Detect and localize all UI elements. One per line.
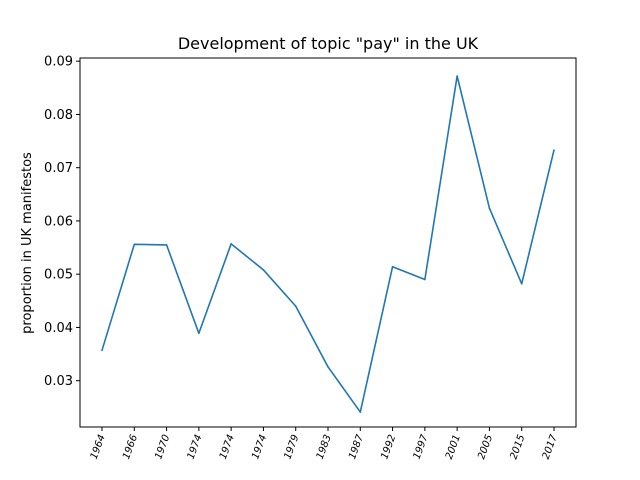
x-tick-label: 2001	[444, 433, 463, 461]
data-point	[424, 278, 426, 281]
x-tick-label: 1979	[282, 433, 301, 461]
x-tick-label: 1974	[186, 433, 205, 461]
data-point	[456, 75, 458, 77]
y-axis-label: proportion in UK manifestos	[20, 152, 35, 334]
data-point	[230, 243, 232, 245]
x-tick-label: 2015	[508, 433, 527, 461]
x-tick-label: 2017	[541, 433, 560, 461]
data-point	[553, 149, 555, 151]
y-axis: 0.03 0.04 0.05 0.06 0.07 0.08 0.09	[44, 55, 80, 389]
y-tick-label: 0.03	[44, 374, 73, 389]
data-points	[101, 75, 555, 413]
x-tick-label: 1966	[121, 433, 140, 461]
y-tick-label: 0.04	[44, 321, 73, 336]
x-tick-label: 1974	[218, 433, 237, 461]
data-point	[165, 244, 168, 246]
plot-frame	[79, 57, 577, 428]
y-tick-label: 0.08	[44, 108, 73, 123]
data-point	[262, 269, 265, 271]
data-point	[359, 411, 362, 413]
data-point	[133, 243, 136, 246]
chart-title: Development of topic "pay" in the UK	[178, 34, 479, 53]
x-tick-label: 1987	[347, 433, 366, 461]
data-point	[327, 366, 329, 368]
series-line	[101, 75, 555, 413]
x-tick-label: 1997	[412, 433, 431, 461]
data-point	[391, 265, 394, 268]
data-point	[101, 349, 103, 352]
x-tick-label: 2005	[476, 433, 495, 461]
x-tick-label: 1983	[315, 433, 334, 461]
y-tick-label: 0.07	[44, 161, 73, 176]
x-axis: 1964 1966 1970 1974 1974 1974 1979 1983 1987 1992…	[89, 427, 560, 461]
data-point	[520, 282, 523, 285]
data-point	[294, 305, 297, 307]
y-tick-label: 0.09	[44, 55, 73, 70]
data-point	[488, 207, 491, 209]
x-tick-label: 1964	[89, 433, 108, 461]
y-tick-label: 0.06	[44, 214, 73, 229]
x-tick-label: 1970	[153, 433, 172, 461]
data-point	[198, 332, 200, 335]
y-tick-label: 0.05	[44, 268, 73, 283]
x-tick-label: 1974	[250, 433, 269, 461]
x-tick-label: 1992	[379, 433, 398, 461]
